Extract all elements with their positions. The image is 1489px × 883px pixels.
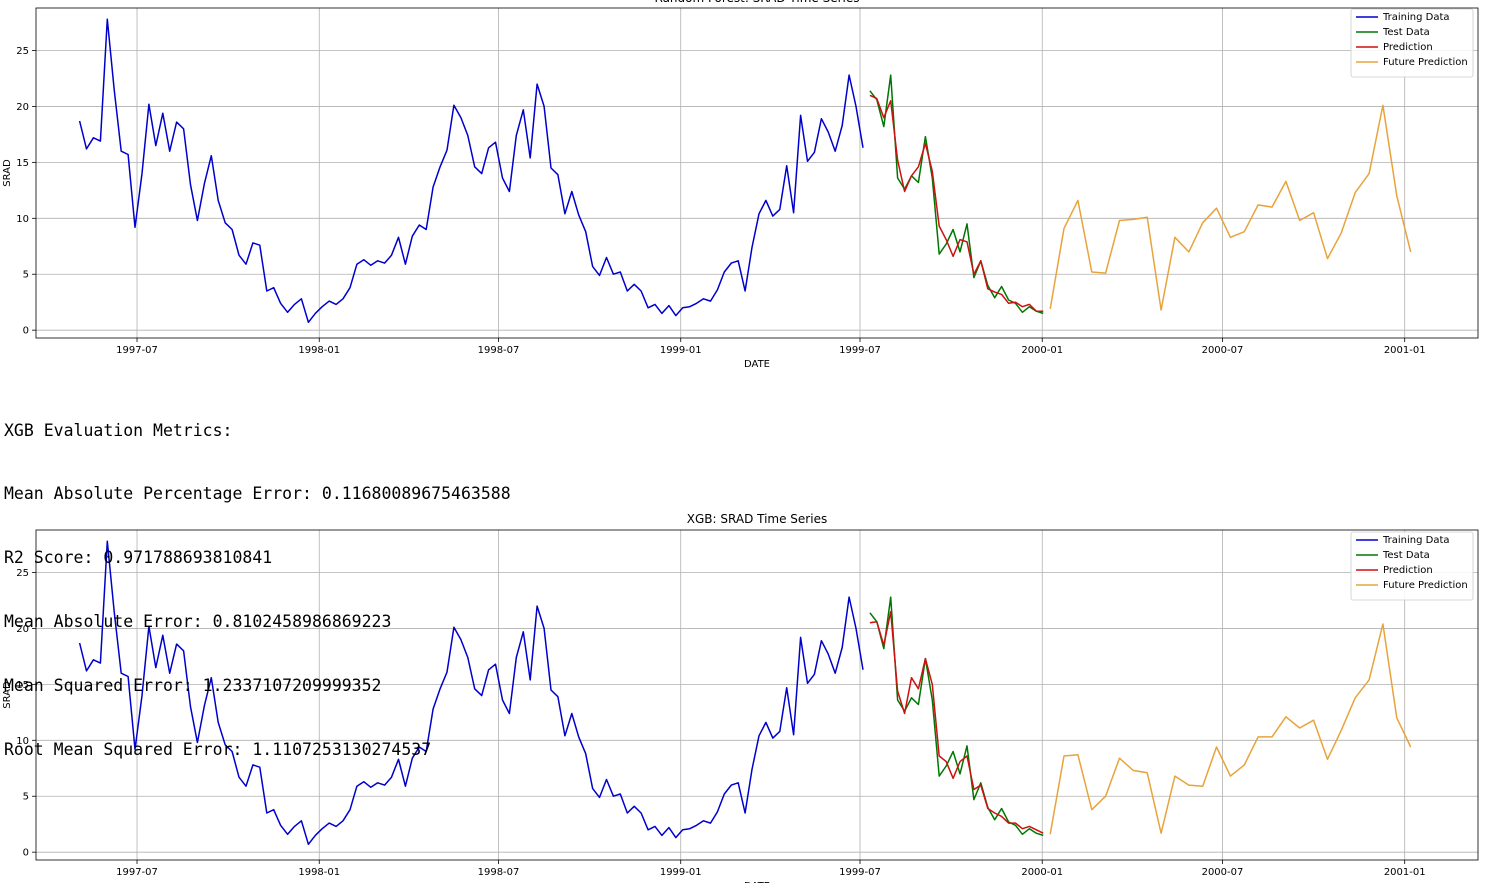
y-axis-label: SRAD [2, 159, 13, 187]
y-tick-label: 20 [16, 624, 29, 635]
y-tick-label: 25 [16, 46, 29, 57]
y-tick-label: 25 [16, 568, 29, 579]
chart-2: 1997-07 1998-01 1998-07 1999-01 1999-07 2000-… [2, 512, 1479, 883]
x-tick-label: 2000-07 [1202, 345, 1244, 356]
x-tick-label: 2001-01 [1384, 345, 1426, 356]
legend-label: Prediction [1383, 565, 1433, 576]
x-axis-label: DATE [744, 359, 770, 370]
series-line-test-data [869, 596, 1044, 837]
chart-title: Random Forest: SRAD Time Series [655, 0, 860, 5]
x-tick-label: 2000-01 [1021, 345, 1063, 356]
legend-label: Training Data [1382, 12, 1450, 23]
y-tick-label: 10 [16, 214, 29, 225]
series-line-prediction [869, 94, 1044, 312]
x-tick-label: 1997-07 [116, 345, 158, 356]
y-tick-label: 0 [23, 848, 29, 859]
series-line-test-data [869, 74, 1044, 315]
y-tick-label: 15 [16, 680, 29, 691]
x-axis-label: DATE [744, 881, 770, 883]
metrics-block: XGB Evaluation Metrics: Mean Absolute Pe… [4, 377, 511, 782]
legend-label: Prediction [1383, 42, 1433, 53]
x-tick-label: 1998-01 [298, 345, 340, 356]
legend-label: Test Data [1382, 27, 1430, 38]
y-tick-label: 0 [23, 326, 29, 337]
plot-frame [35, 7, 1479, 339]
series-line-prediction [869, 610, 1044, 834]
y-tick-label: 20 [16, 102, 29, 113]
legend-box [1350, 8, 1474, 78]
x-tick-label: 1998-07 [478, 867, 520, 878]
legend-label: Future Prediction [1383, 57, 1468, 68]
legend-box [1350, 531, 1474, 601]
metric-mape: Mean Absolute Percentage Error: 0.116800… [4, 484, 511, 504]
x-tick-label: 1998-07 [478, 345, 520, 356]
plot-frame [35, 529, 1479, 861]
x-tick-label: 2001-01 [1384, 867, 1426, 878]
metrics-heading: XGB Evaluation Metrics: [4, 420, 233, 440]
chart-title: XGB: SRAD Time Series [687, 512, 827, 526]
series-line-training-data [78, 540, 864, 846]
metric-r2: R2 Score: 0.971788693810841 [4, 548, 273, 568]
x-tick-label: 1997-07 [116, 867, 158, 878]
chart-1: 1997-07 1998-01 1998-07 1999-01 1999-07 2000-… [2, 0, 1479, 370]
y-tick-label: 15 [16, 158, 29, 169]
x-tick-label: 1998-01 [298, 867, 340, 878]
y-tick-label: 5 [23, 270, 29, 281]
series-line-training-data [78, 18, 864, 324]
series-line-future-prediction [1049, 623, 1412, 835]
legend-label: Test Data [1382, 550, 1430, 561]
x-tick-label: 1999-01 [660, 867, 702, 878]
y-tick-label: 5 [23, 792, 29, 803]
legend-label: Future Prediction [1383, 580, 1468, 591]
legend-label: Training Data [1382, 535, 1450, 546]
metric-mae: Mean Absolute Error: 0.8102458986869223 [4, 612, 392, 632]
y-tick-label: 10 [16, 736, 29, 747]
x-tick-label: 2000-07 [1202, 867, 1244, 878]
series-line-future-prediction [1049, 104, 1412, 311]
y-axis-label: SRAD [2, 681, 13, 709]
x-tick-label: 1999-07 [839, 867, 881, 878]
x-tick-label: 1999-07 [839, 345, 881, 356]
metric-rmse: Root Mean Squared Error: 1.1107253130274… [4, 740, 432, 760]
x-tick-label: 1999-01 [660, 345, 702, 356]
metric-mse: Mean Squared Error: 1.2337107209999352 [4, 676, 382, 696]
x-tick-label: 2000-01 [1021, 867, 1063, 878]
